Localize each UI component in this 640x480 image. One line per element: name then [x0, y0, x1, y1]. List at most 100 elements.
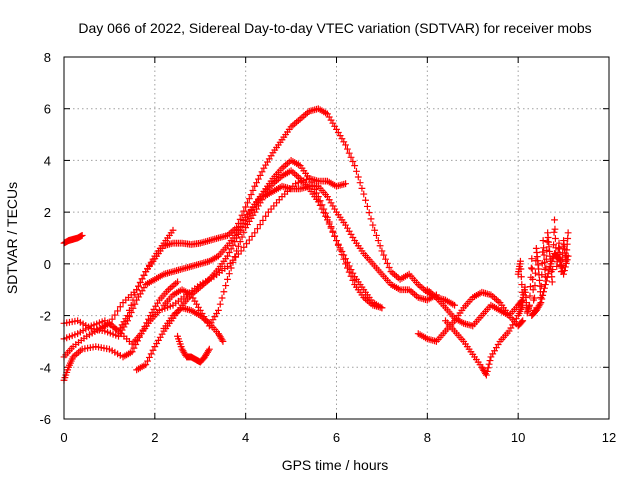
data-point — [140, 271, 148, 279]
data-point — [235, 242, 242, 250]
data-point — [243, 240, 250, 248]
data-point — [227, 245, 235, 253]
data-point — [229, 258, 237, 266]
series-track-o — [528, 250, 572, 319]
data-point — [127, 301, 135, 309]
data-point — [550, 228, 558, 236]
y-tick-label: -6 — [39, 412, 51, 427]
data-point — [251, 182, 259, 190]
data-point — [256, 221, 264, 228]
data-point — [362, 196, 369, 204]
data-point — [256, 172, 264, 179]
grid-lines — [64, 57, 609, 419]
data-point — [329, 227, 337, 235]
x-tick-label: 6 — [333, 430, 340, 445]
data-point — [354, 173, 362, 181]
series-track-h — [106, 105, 458, 327]
data-point — [564, 252, 572, 260]
data-point — [322, 209, 329, 217]
data-point — [563, 246, 571, 254]
data-point — [216, 300, 224, 308]
series-track-a — [60, 232, 86, 247]
data-point — [78, 232, 86, 239]
data-point — [382, 255, 389, 263]
data-point — [537, 299, 545, 307]
data-point — [138, 275, 146, 283]
data-point — [258, 168, 266, 176]
data-point — [485, 360, 493, 368]
data-point — [336, 246, 344, 254]
data-point — [240, 207, 248, 215]
data-point — [484, 364, 492, 372]
data-point — [224, 275, 231, 283]
data-point — [254, 225, 261, 233]
data-point — [225, 249, 233, 256]
data-point — [371, 226, 379, 234]
data-point — [539, 248, 547, 256]
data-point — [563, 240, 571, 248]
data-point — [556, 258, 564, 266]
data-point — [344, 145, 351, 153]
data-point — [142, 361, 150, 369]
x-tick-label: 8 — [424, 430, 431, 445]
data-point — [218, 336, 226, 344]
data-point — [147, 350, 155, 358]
data-point — [169, 226, 177, 234]
data-point — [385, 264, 393, 271]
plot-frame — [63, 56, 610, 420]
x-tick-label: 0 — [60, 430, 67, 445]
data-point — [545, 266, 553, 274]
data-point — [324, 213, 331, 221]
data-point — [342, 260, 349, 268]
data-point — [517, 257, 524, 265]
data-point — [342, 141, 349, 149]
data-point — [373, 232, 380, 239]
data-point — [132, 341, 140, 348]
data-point — [240, 228, 248, 236]
data-point — [318, 201, 326, 209]
data-point — [238, 211, 246, 219]
data-point — [482, 371, 490, 379]
data-point — [531, 294, 538, 302]
data-point — [135, 282, 142, 290]
series-track-f — [133, 157, 386, 374]
data-point — [538, 295, 546, 303]
data-point — [205, 345, 213, 353]
data-point — [248, 233, 256, 240]
data-point — [215, 307, 222, 314]
data-point — [378, 247, 386, 255]
data-point — [174, 278, 181, 286]
data-point — [259, 217, 267, 224]
data-point — [451, 301, 458, 309]
data-point — [548, 278, 556, 286]
data-point — [363, 203, 371, 210]
data-point — [233, 247, 240, 255]
data-point — [218, 294, 226, 302]
data-point — [536, 300, 544, 308]
data-point — [136, 279, 144, 286]
y-tick-label: 0 — [44, 257, 51, 272]
data-points — [60, 105, 572, 384]
series-track-e — [60, 175, 349, 384]
data-point — [539, 292, 547, 299]
data-point — [518, 318, 526, 326]
data-point — [529, 286, 537, 294]
data-point — [560, 270, 567, 278]
data-point — [527, 264, 535, 272]
data-point — [517, 273, 525, 281]
data-point — [347, 272, 355, 280]
data-point — [541, 284, 548, 292]
data-point — [561, 267, 568, 274]
data-point — [483, 368, 491, 375]
data-point — [555, 239, 563, 247]
data-point — [149, 346, 157, 354]
data-point — [111, 311, 119, 319]
series-track-n — [514, 216, 572, 317]
data-point — [539, 237, 547, 244]
data-point — [129, 296, 137, 304]
data-point — [245, 236, 253, 244]
x-tick-label: 10 — [511, 430, 525, 445]
data-point — [528, 265, 536, 273]
data-point — [133, 286, 141, 294]
data-point — [347, 153, 355, 161]
